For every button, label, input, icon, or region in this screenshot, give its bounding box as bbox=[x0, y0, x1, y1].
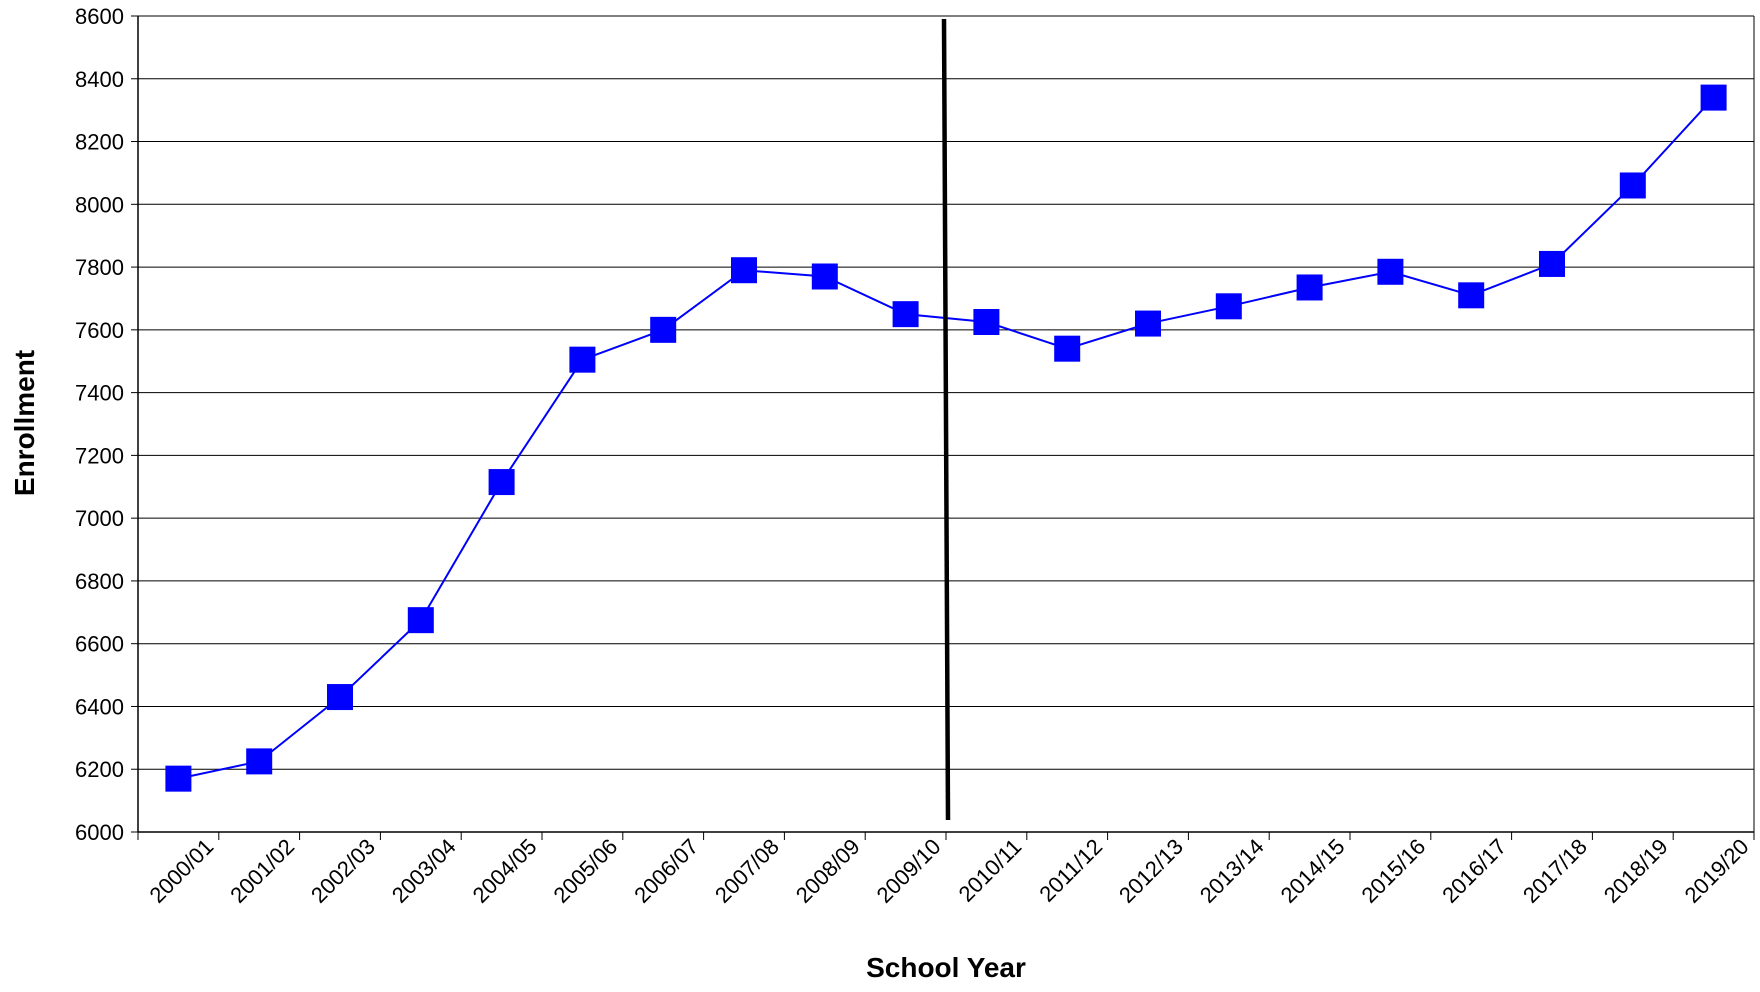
y-tick-label: 7400 bbox=[75, 381, 124, 406]
y-axis-title: Enrollment bbox=[9, 350, 40, 496]
data-point-2015-16 bbox=[1377, 258, 1404, 285]
data-point-2013-14 bbox=[1215, 293, 1242, 320]
data-point-2014-15 bbox=[1296, 274, 1323, 301]
y-tick-label: 7800 bbox=[75, 255, 124, 280]
y-tick-label: 6200 bbox=[75, 757, 124, 782]
y-tick-label: 8000 bbox=[75, 192, 124, 217]
x-tick-label: 2010/11 bbox=[954, 834, 1027, 907]
data-point-2012-13 bbox=[1135, 310, 1161, 337]
y-tick-label: 6400 bbox=[75, 694, 124, 719]
annotations bbox=[941, 18, 951, 821]
data-point-2016-17 bbox=[1458, 282, 1485, 309]
data-point-2004-05 bbox=[488, 469, 515, 496]
x-tick-label: 2008/09 bbox=[791, 834, 865, 908]
x-tick-label: 2006/07 bbox=[629, 834, 703, 908]
data-point-2011-12 bbox=[1054, 335, 1081, 362]
x-tick-label: 2018/19 bbox=[1599, 834, 1673, 908]
x-tick-label: 2013/14 bbox=[1195, 834, 1269, 908]
divider-line bbox=[941, 18, 951, 821]
y-tick-label: 8200 bbox=[75, 130, 124, 155]
axes bbox=[131, 15, 1755, 840]
x-axis-title: School Year bbox=[866, 952, 1026, 983]
y-tick-labels: 6000 6200 6400 6600 6800 7000 7200 7400 7600 7800… bbox=[75, 4, 124, 845]
x-tick-labels: 2000/01 2001/02 2002/03 2003/04 2004/05 2005/… bbox=[144, 834, 1753, 908]
data-point-2007-08 bbox=[731, 257, 757, 284]
x-tick-label: 2019/20 bbox=[1680, 834, 1754, 908]
data-point-2001-02 bbox=[246, 748, 273, 775]
x-tick-label: 2004/05 bbox=[468, 834, 542, 908]
y-tick-label: 6600 bbox=[75, 632, 124, 657]
x-tick-label: 2011/12 bbox=[1034, 834, 1107, 907]
y-tick-label: 7000 bbox=[75, 506, 124, 531]
x-tick-label: 2002/03 bbox=[306, 834, 380, 908]
data-point-2006-07 bbox=[650, 316, 677, 343]
y-tick-label: 7200 bbox=[75, 443, 124, 468]
data-point-2002-03 bbox=[327, 684, 353, 711]
x-tick-label: 2009/10 bbox=[872, 834, 946, 908]
x-tick-label: 2007/08 bbox=[710, 834, 784, 908]
data-point-2005-06 bbox=[569, 346, 596, 373]
data-point-2008-09 bbox=[811, 263, 838, 290]
x-tick-label: 2014/15 bbox=[1276, 834, 1350, 908]
x-tick-label: 2012/13 bbox=[1114, 834, 1188, 908]
data-point-2019-20 bbox=[1700, 84, 1727, 111]
data-point-2018-19 bbox=[1619, 172, 1646, 199]
data-point-2000-01 bbox=[165, 765, 192, 792]
data-point-2003-04 bbox=[407, 607, 434, 634]
x-tick-label: 2005/06 bbox=[548, 834, 622, 908]
data-point-2009-10 bbox=[892, 301, 919, 328]
data-point-2017-18 bbox=[1539, 250, 1565, 277]
x-tick-label: 2001/02 bbox=[225, 834, 299, 908]
y-tick-label: 6000 bbox=[75, 820, 124, 845]
x-tick-label: 2003/04 bbox=[387, 834, 461, 908]
x-tick-label: 2016/17 bbox=[1437, 834, 1511, 908]
series-enrollment bbox=[165, 84, 1727, 792]
y-tick-label: 6800 bbox=[75, 569, 124, 594]
y-tick-label: 7600 bbox=[75, 318, 124, 343]
x-tick-label: 2015/16 bbox=[1356, 834, 1430, 908]
x-tick-label: 2000/01 bbox=[144, 834, 218, 908]
x-tick-label: 2017/18 bbox=[1518, 834, 1592, 908]
y-tick-label: 8400 bbox=[75, 67, 124, 92]
data-point-2010-11 bbox=[973, 309, 1000, 335]
y-tick-label: 8600 bbox=[75, 4, 124, 29]
